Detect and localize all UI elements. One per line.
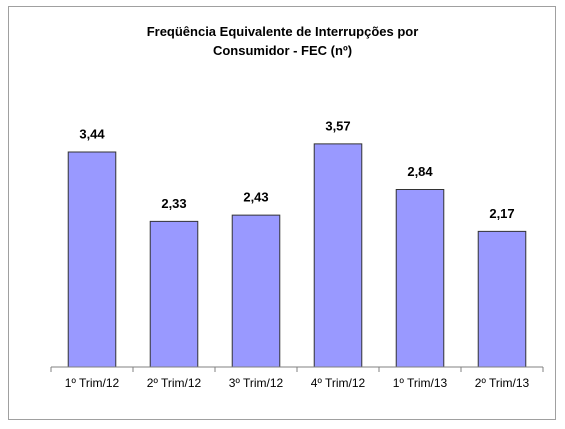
chart-frame bbox=[8, 6, 556, 420]
value-label: 2,84 bbox=[407, 164, 433, 179]
x-tick-label: 3º Trim/12 bbox=[229, 376, 284, 390]
bar bbox=[67, 151, 117, 368]
value-label: 2,17 bbox=[489, 206, 514, 221]
x-tick-label: 4º Trim/12 bbox=[311, 376, 366, 390]
bar bbox=[313, 143, 363, 368]
bar bbox=[477, 230, 527, 368]
bar bbox=[231, 214, 281, 368]
value-label: 3,44 bbox=[79, 126, 105, 141]
value-label: 2,43 bbox=[243, 190, 268, 205]
value-label: 2,33 bbox=[161, 196, 186, 211]
x-tick-label: 2º Trim/12 bbox=[147, 376, 202, 390]
x-tick-label: 2º Trim/13 bbox=[475, 376, 530, 390]
value-label: 3,57 bbox=[325, 118, 350, 133]
chart-title: Freqüência Equivalente de Interrupções p… bbox=[146, 24, 419, 58]
bar bbox=[395, 189, 445, 368]
bar bbox=[149, 220, 199, 368]
x-tick-label: 1º Trim/12 bbox=[65, 376, 120, 390]
x-tick-label: 1º Trim/13 bbox=[393, 376, 448, 390]
